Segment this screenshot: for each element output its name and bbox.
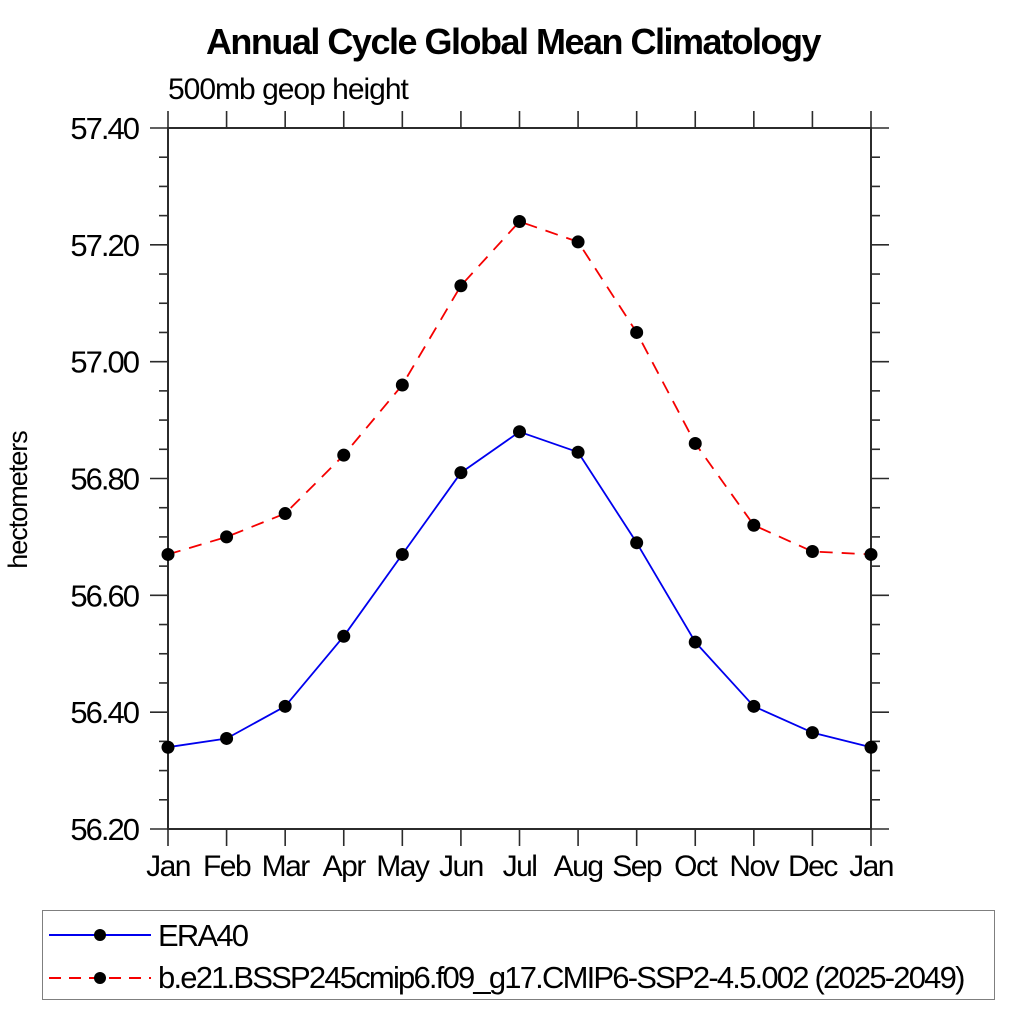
y-tick-label: 57.20 [70, 228, 139, 263]
x-tick-label: Dec [788, 850, 838, 883]
data-point-marker [395, 378, 409, 392]
data-point-marker [395, 547, 409, 561]
data-point-marker [864, 547, 878, 561]
model-line-sample-icon [49, 971, 151, 984]
series-line-1 [167, 220, 872, 556]
data-point-marker [220, 530, 234, 544]
x-tick-label: Sep [612, 850, 662, 883]
data-point-marker [337, 629, 351, 643]
data-point-marker [571, 445, 585, 459]
era40-line-sample-icon [49, 929, 151, 942]
legend-item-era40: ERA40 [43, 914, 994, 957]
plot-frame [167, 127, 872, 830]
y-tick-label: 56.60 [70, 578, 139, 613]
data-point-marker [454, 279, 468, 293]
x-tick-label: May [376, 850, 430, 883]
chart-title: Annual Cycle Global Mean Climatology [206, 21, 822, 62]
x-tick-label: Mar [262, 850, 311, 883]
data-point-marker [337, 448, 351, 462]
y-tick-label: 57.00 [70, 345, 139, 380]
x-tick-label: Oct [674, 850, 718, 883]
plot-area: Jan Feb Mar Apr May Jun Jul Aug Sep Oct Nov Dec Jan5… [70, 111, 894, 883]
data-point-marker [864, 740, 878, 754]
series-line-0 [167, 430, 872, 749]
legend-item-model: b.e21.BSSP245cmip6.f09_g17.CMIP6-SSP2-4.… [43, 957, 994, 1000]
data-point-marker [161, 547, 175, 561]
x-tick-label: Apr [323, 850, 367, 883]
legend: ERA40 b.e21.BSSP245cmip6.f09_g17.CMIP6-S… [42, 910, 995, 1000]
data-point-marker [630, 536, 644, 550]
y-tick-label: 56.20 [70, 812, 139, 847]
y-tick-label: 56.80 [70, 462, 139, 497]
y-axis-title: hectometers [3, 431, 33, 569]
legend-label-era40: ERA40 [158, 917, 249, 953]
x-tick-label: Aug [554, 850, 603, 883]
y-tick-label: 56.40 [70, 695, 139, 730]
data-point-marker [513, 214, 526, 228]
data-point-marker [805, 545, 819, 559]
data-point-marker [688, 635, 702, 649]
data-point-marker [454, 466, 468, 480]
data-point-marker [278, 699, 292, 713]
data-point-marker [513, 425, 526, 439]
x-tick-label: Jun [439, 850, 483, 883]
data-point-marker [688, 436, 702, 450]
data-point-marker [747, 518, 761, 532]
data-point-marker [220, 731, 234, 745]
x-tick-label: Nov [729, 850, 779, 883]
data-point-marker [571, 235, 585, 249]
data-point-marker [161, 740, 175, 754]
era40-sample-marker [94, 929, 106, 942]
x-tick-label: Feb [203, 850, 251, 883]
data-point-marker [805, 726, 819, 740]
data-point-marker [630, 325, 644, 339]
data-point-marker [278, 507, 292, 521]
model-sample-marker [94, 971, 106, 984]
x-tick-label: Jan [146, 850, 190, 883]
x-tick-label: Jan [849, 850, 893, 883]
data-point-marker [747, 699, 761, 713]
y-tick-label: 57.40 [70, 111, 139, 146]
x-tick-label: Jul [503, 850, 537, 883]
chart-subtitle: 500mb geop height [168, 73, 410, 106]
legend-label-model: b.e21.BSSP245cmip6.f09_g17.CMIP6-SSP2-4.… [158, 960, 965, 996]
